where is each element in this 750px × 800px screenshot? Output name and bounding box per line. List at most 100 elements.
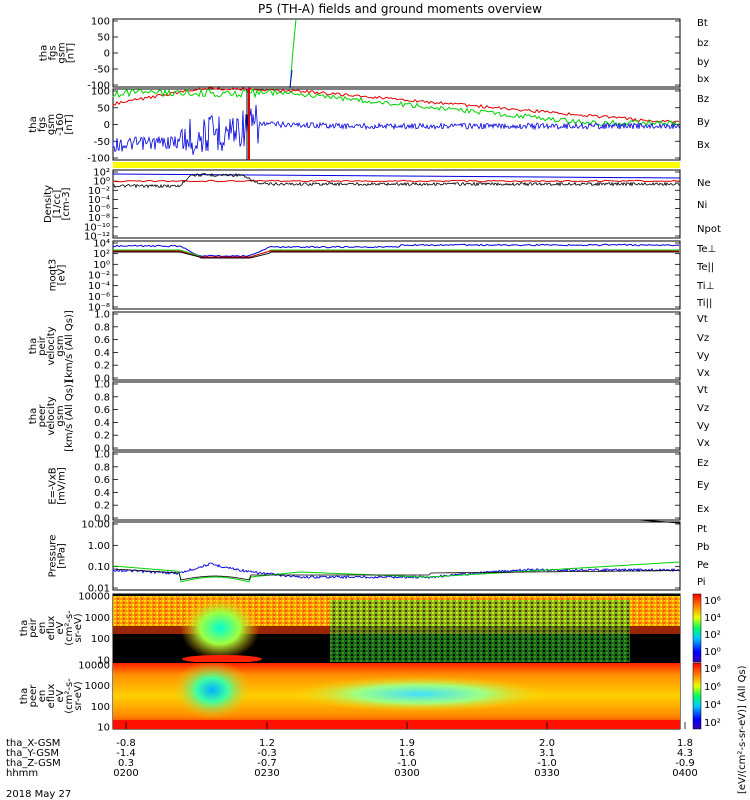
- y-axis-label: tha: [19, 688, 30, 704]
- legend-entry: Vz: [697, 403, 709, 414]
- y-axis-label: peer: [37, 404, 48, 428]
- y-tick-label: 10⁻⁶: [88, 292, 110, 303]
- y-tick-label: 50: [97, 33, 110, 44]
- y-tick-label: 10⁻¹²: [84, 232, 110, 243]
- x-row-value: -1.0: [397, 758, 417, 769]
- y-tick-label: 10⁻⁶: [88, 204, 110, 215]
- colorbar-tick: 10²: [704, 630, 721, 641]
- x-row-value: -0.3: [257, 748, 277, 759]
- legend-entry: Vy: [697, 421, 710, 432]
- y-axis-label: Pressure: [48, 535, 59, 578]
- x-row-value: -1.0: [537, 758, 557, 769]
- x-row-value: -0.8: [116, 738, 136, 749]
- flag-bar: [113, 162, 680, 168]
- y-tick-label: 10: [97, 656, 110, 667]
- y-tick-label: -50: [94, 137, 110, 148]
- y-tick-label: 0.2: [94, 501, 110, 512]
- y-axis-label: sr-eV): [73, 613, 84, 642]
- y-tick-label: 10⁻²: [88, 271, 110, 282]
- x-row-value: 0230: [254, 768, 279, 779]
- colorbar-tick: 10⁶: [704, 682, 721, 693]
- y-axis-label: peer: [28, 684, 39, 708]
- legend-entry: Ti⊥: [696, 281, 714, 292]
- x-row-value: 0.3: [118, 758, 134, 769]
- y-tick-label: 0.4: [94, 348, 110, 359]
- x-row-value: 3.1: [539, 748, 555, 759]
- spectrogram-band: [113, 720, 680, 729]
- y-tick-label: 10⁻⁸: [88, 213, 110, 224]
- series-line: [289, 69, 293, 89]
- y-axis-label: tha: [28, 116, 39, 132]
- legend-entry: bz: [697, 38, 709, 49]
- panel-frame: [112, 311, 681, 381]
- legend-entry: Ni: [697, 200, 707, 211]
- y-axis-label: [1/cc]: [52, 190, 63, 219]
- legend-entry: Vx: [697, 438, 710, 449]
- y-axis-label: [nPa]: [57, 543, 68, 569]
- legend-entry: Bz: [697, 94, 709, 105]
- y-tick-label: 10000: [78, 661, 110, 672]
- y-tick-label: 0.2: [94, 361, 110, 372]
- colorbar-label: [eV/(cm²-s-sr-eV)] (All Qs): [737, 665, 748, 794]
- y-tick-label: 10⁻⁴: [88, 281, 110, 292]
- y-axis-label: tha: [28, 338, 39, 354]
- series-line: [112, 104, 681, 155]
- y-tick-label: 50: [97, 103, 110, 114]
- legend-entry: Vt: [697, 314, 708, 325]
- y-axis-label: moqt3: [48, 259, 59, 292]
- x-row-value: 1.6: [399, 748, 415, 759]
- colorbar-tick: 10⁴: [704, 613, 721, 624]
- y-tick-label: 0.10: [88, 562, 110, 573]
- legend-entry: Pb: [697, 542, 709, 553]
- panel-group: 100500-50-100thafgsgsm[nT]Btbzbybx100500…: [19, 17, 721, 734]
- y-tick-label: 1.0: [94, 380, 110, 391]
- y-tick-label: 1.0: [94, 310, 110, 321]
- y-axis-label: fgs: [37, 117, 48, 132]
- legend-entry: Bx: [697, 140, 710, 151]
- date-label: 2018 May 27: [6, 789, 71, 800]
- series-line: [112, 87, 680, 123]
- x-row-value: -0.7: [257, 758, 277, 769]
- y-axis-label: (cm²-s-: [64, 610, 75, 646]
- y-tick-label: 0.4: [94, 418, 110, 429]
- spectrogram-core: [172, 663, 252, 720]
- legend-entry: Vt: [697, 385, 708, 396]
- y-tick-label: 10.00: [81, 520, 110, 531]
- series-line: [112, 179, 681, 183]
- x-row-value: 1.8: [677, 738, 693, 749]
- y-axis-label: sr-eV): [73, 681, 84, 710]
- x-row-label: tha_Y-GSM: [6, 748, 59, 759]
- legend-entry: Pi: [697, 577, 706, 588]
- y-tick-label: 1.0: [94, 450, 110, 461]
- electron-spectrogram: [113, 663, 680, 729]
- colorbar-tick: 10⁸: [704, 664, 721, 675]
- y-axis-label: en: [37, 622, 48, 635]
- x-row-value: 0330: [534, 768, 559, 779]
- y-tick-label: 0.6: [94, 405, 110, 416]
- panel-frame: [112, 381, 681, 451]
- y-tick-label: 0.2: [94, 431, 110, 442]
- y-axis-label: fgs: [48, 45, 59, 60]
- series-line: [113, 250, 679, 258]
- y-tick-label: 10: [97, 723, 110, 734]
- y-axis-label: tha: [28, 408, 39, 424]
- x-row-value: -0.9: [675, 758, 695, 769]
- y-axis-label: en: [37, 690, 48, 703]
- y-axis-label: gsm: [46, 114, 57, 135]
- colorbar-tick: 10⁶: [704, 596, 721, 607]
- y-axis-label: Density: [43, 185, 54, 223]
- y-tick-label: 1000: [85, 681, 110, 692]
- legend-entry: Ne: [697, 178, 711, 189]
- y-axis-label: eV: [55, 621, 66, 634]
- x-row-value: 0300: [394, 768, 419, 779]
- x-axis: tha_X-GSM -0.8 1.2 1.9 2.0 1.8 tha_Y-GSM -1.4 -0…: [6, 722, 698, 779]
- y-tick-label: -50: [94, 65, 110, 76]
- y-tick-label: 0.8: [94, 322, 110, 333]
- y-tick-label: 10000: [78, 592, 110, 603]
- y-tick-label: 0.8: [94, 392, 110, 403]
- y-tick-label: -100: [87, 154, 110, 165]
- x-row-label: tha_X-GSM: [6, 738, 60, 749]
- legend-entry: Ey: [697, 480, 709, 491]
- y-axis-label: [km/s (All Qs)]: [64, 380, 75, 452]
